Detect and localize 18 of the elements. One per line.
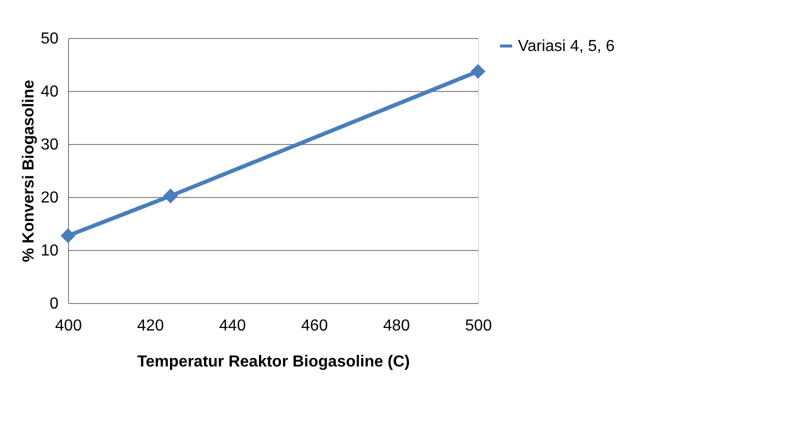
y-tick-label: 50: [40, 30, 59, 48]
y-tick-label: 0: [50, 296, 59, 312]
y-tick-label: 30: [40, 136, 59, 154]
x-tick-label: 480: [383, 318, 410, 334]
y-tick-label: 10: [40, 242, 59, 260]
x-tick-label: 460: [301, 318, 328, 334]
x-tick-label: 420: [137, 318, 164, 334]
point: [60, 228, 76, 244]
point: [163, 188, 178, 204]
x-tick-label: 440: [219, 318, 246, 334]
y-tick-label: 20: [40, 190, 59, 206]
x-axis-title: Temperatur Reaktor Biogasoline (C): [137, 354, 410, 370]
x-tick-label: 400: [55, 318, 82, 334]
legend-label: Variasi 4, 5, 6: [518, 38, 615, 55]
x-tick-label: 500: [465, 318, 492, 334]
point: [470, 64, 486, 79]
y-axis-title: % Konversi Biogasoline: [20, 80, 38, 262]
y-tick-label: 40: [40, 84, 59, 100]
